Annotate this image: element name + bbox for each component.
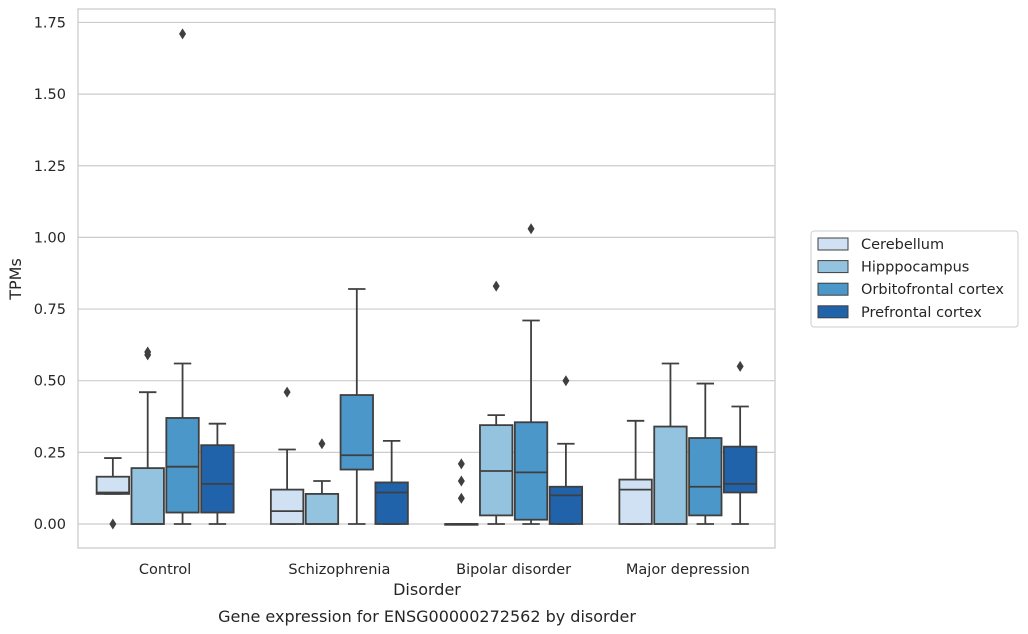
box — [165, 417, 200, 514]
box-2-2 — [513, 223, 549, 525]
box-groups — [95, 28, 758, 530]
box-1-1 — [304, 438, 340, 525]
box — [618, 478, 653, 525]
flier-point — [457, 475, 465, 487]
box — [130, 467, 165, 525]
box-0-0 — [95, 457, 130, 530]
x-axis-title: Disorder — [393, 580, 461, 599]
x-tick-label: Control — [139, 562, 191, 578]
box — [200, 444, 235, 514]
legend-swatch — [817, 260, 849, 274]
box-0-2 — [444, 458, 479, 526]
y-tick-label: 0.50 — [34, 374, 66, 390]
box — [548, 485, 584, 525]
y-tick-label: 1.50 — [34, 87, 66, 103]
box-3-2 — [548, 375, 584, 525]
x-tick-labels: Control Schizophrenia Bipolar disorder Majo… — [139, 562, 750, 578]
box-2-0 — [165, 28, 200, 525]
box — [269, 488, 305, 525]
flier-point — [457, 458, 465, 470]
box-1-0 — [130, 346, 165, 525]
flier-point — [736, 360, 744, 372]
box — [653, 425, 688, 525]
flier-point — [283, 386, 291, 398]
legend-swatch — [817, 305, 849, 319]
box — [513, 421, 549, 521]
flier-point — [109, 518, 117, 530]
y-tick-label: 1.75 — [34, 15, 66, 31]
flier-point — [144, 346, 152, 358]
y-tick-label: 1.25 — [34, 159, 66, 175]
box-3-1 — [374, 439, 409, 525]
legend-label: Cerebellum — [861, 237, 944, 253]
box-2-3 — [688, 382, 723, 525]
box — [304, 493, 340, 525]
flier-point — [318, 438, 326, 450]
y-tick-label: 0.00 — [34, 517, 66, 533]
flier-point — [527, 223, 535, 235]
flier-point — [457, 492, 465, 504]
x-tick-label: Major depression — [626, 562, 750, 578]
box-1-2 — [479, 280, 514, 525]
legend-swatch — [817, 282, 849, 296]
x-tick-label: Schizophrenia — [288, 562, 390, 578]
box-3-0 — [200, 422, 235, 525]
legend-swatch — [817, 237, 849, 251]
legend-items: Cerebellum Hipppocampus Orbitofrontal cort… — [817, 237, 1004, 321]
legend: Cerebellum Hipppocampus Orbitofrontal cort… — [810, 230, 1019, 328]
legend-frame — [810, 230, 1019, 328]
box-0-3 — [618, 419, 653, 525]
chart-title: Gene expression for ENSG00000272562 by d… — [218, 607, 636, 626]
legend-label: Hipppocampus — [861, 260, 969, 276]
y-tick-labels: 0.00 0.25 0.50 0.75 1.00 1.25 1.50 1.75 — [34, 15, 66, 533]
x-tick-label: Bipolar disorder — [456, 562, 571, 578]
legend-label: Orbitofrontal cortex — [861, 282, 1004, 298]
flier-point — [492, 280, 500, 292]
legend-label: Prefrontal cortex — [861, 305, 982, 321]
box-3-3 — [723, 360, 758, 525]
box — [723, 445, 758, 494]
box — [374, 481, 409, 525]
y-tick-label: 1.00 — [34, 230, 66, 246]
plot-frame — [77, 8, 776, 549]
box — [688, 437, 723, 517]
y-axis-title: TPMs — [6, 258, 25, 301]
flier-point — [562, 375, 570, 387]
box-0-1 — [269, 386, 305, 525]
y-tick-label: 0.75 — [34, 302, 66, 318]
box-2-1 — [339, 288, 374, 525]
box — [95, 475, 130, 495]
y-tick-label: 0.25 — [34, 445, 66, 461]
box-1-3 — [653, 362, 688, 525]
flier-point — [179, 28, 187, 40]
box — [339, 394, 374, 471]
